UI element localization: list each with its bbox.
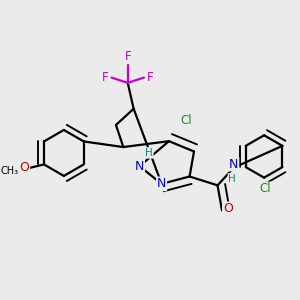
Text: F: F [102, 71, 108, 84]
Text: N: N [157, 177, 166, 190]
Text: Cl: Cl [181, 114, 192, 127]
Text: F: F [147, 71, 154, 84]
Text: O: O [20, 161, 29, 174]
Text: N: N [135, 160, 144, 173]
Text: O: O [223, 202, 233, 215]
Text: Cl: Cl [260, 182, 272, 195]
Text: F: F [124, 50, 131, 63]
Text: CH₃: CH₃ [0, 167, 18, 176]
Text: H: H [228, 174, 236, 184]
Text: N: N [229, 158, 239, 171]
Text: H: H [145, 148, 153, 158]
